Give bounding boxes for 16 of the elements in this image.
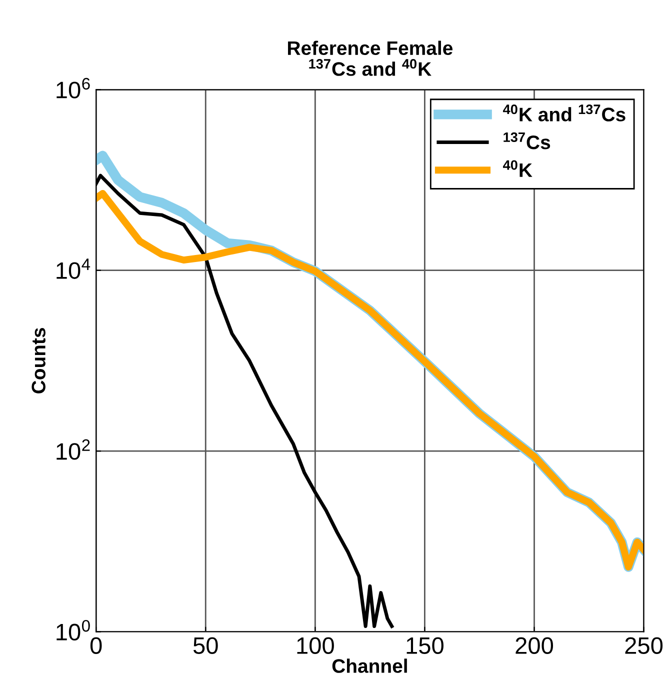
y-tick-label: 10$^{6}$ <box>56 78 90 98</box>
y-tick-label: 10$^{0}$ <box>56 620 90 641</box>
x-tick-label: 200 <box>516 637 554 654</box>
y-axis-title: Counts <box>32 328 46 394</box>
legend-label: $^{40}$K <box>502 160 532 177</box>
legend-label: $^{40}$K and $^{137}$Cs <box>502 104 626 122</box>
x-axis-title: Channel <box>332 658 407 673</box>
x-tick-label: 100 <box>297 637 334 654</box>
x-tick-label: 250 <box>625 637 663 654</box>
x-tick-label: 50 <box>193 637 218 654</box>
y-tick-label: 10$^{2}$ <box>56 439 90 460</box>
chart-title: Reference Female $^{137}$Cs and $^{40}$K <box>288 40 452 76</box>
legend-label: $^{137}$Cs <box>504 132 550 150</box>
x-tick-label: 150 <box>406 637 444 654</box>
y-tick-label: 10$^{4}$ <box>56 258 90 279</box>
x-tick-label: 0 <box>90 637 102 654</box>
